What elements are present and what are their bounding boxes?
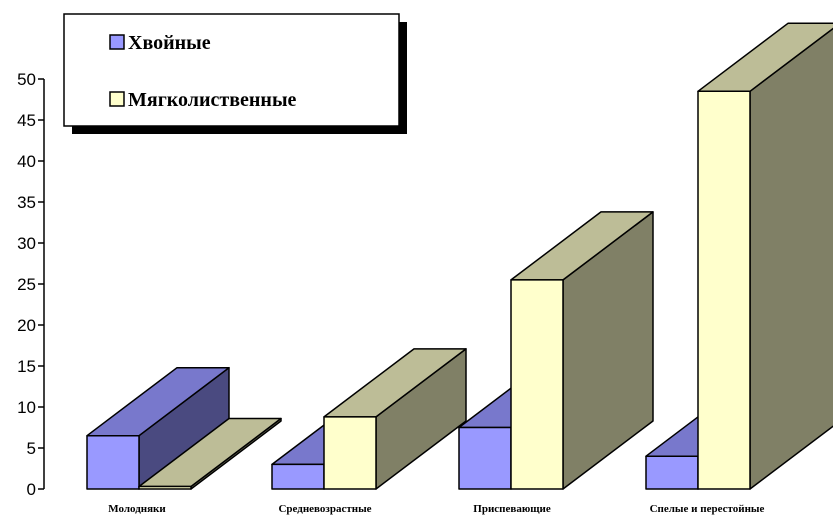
bars (86, 22, 833, 490)
category-label: Молодняки (108, 503, 166, 515)
bar-myagkolistvennye-2-front (510, 279, 564, 490)
bar-myagkolistvennye-2 (510, 211, 654, 490)
y-tick-label: 10 (17, 398, 36, 417)
y-tick-label: 50 (17, 70, 36, 89)
category-label: Приспевающие (473, 503, 551, 515)
y-tick-label: 0 (27, 480, 36, 499)
y-axis: 0 5 10 15 20 25 30 35 40 45 50 (17, 70, 45, 499)
y-tick-label: 40 (17, 152, 36, 171)
y-tick-label: 30 (17, 234, 36, 253)
category-label: Средневозрастные (278, 503, 371, 515)
category-label: Спелые и перестойные (650, 503, 765, 515)
category-labels: Молодняки Средневозрастные Приспевающие Спе… (108, 503, 764, 515)
legend-box (63, 13, 400, 127)
bar-hvoinye-2-front (458, 426, 512, 490)
legend-label-0: Хвойные (128, 32, 211, 54)
y-tick-label: 35 (17, 193, 36, 212)
legend: Хвойные Мягколиственные (63, 13, 407, 134)
bar-myagkolistvennye-3-front (697, 90, 751, 490)
y-tick-label: 45 (17, 111, 36, 130)
bar-myagkolistvennye-0-front (138, 485, 192, 490)
bar-myagkolistvennye-1-front (323, 416, 377, 490)
y-tick-label: 5 (27, 439, 36, 458)
bar-myagkolistvennye-3-side (749, 27, 833, 490)
bar-hvoinye-1-front (271, 463, 325, 490)
legend-label-1: Мягколиственные (128, 89, 297, 111)
bar-hvoinye-3-front (645, 455, 699, 490)
bar-myagkolistvennye-3 (697, 22, 833, 490)
bar-myagkolistvennye-1 (323, 348, 467, 490)
y-tick-label: 25 (17, 275, 36, 294)
y-tick-label: 15 (17, 357, 36, 376)
bar-myagkolistvennye-0 (138, 417, 282, 490)
legend-swatch-1 (109, 91, 125, 107)
y-tick-label: 20 (17, 316, 36, 335)
legend-swatch-0 (109, 34, 125, 50)
bar-hvoinye-0-front (86, 434, 140, 490)
